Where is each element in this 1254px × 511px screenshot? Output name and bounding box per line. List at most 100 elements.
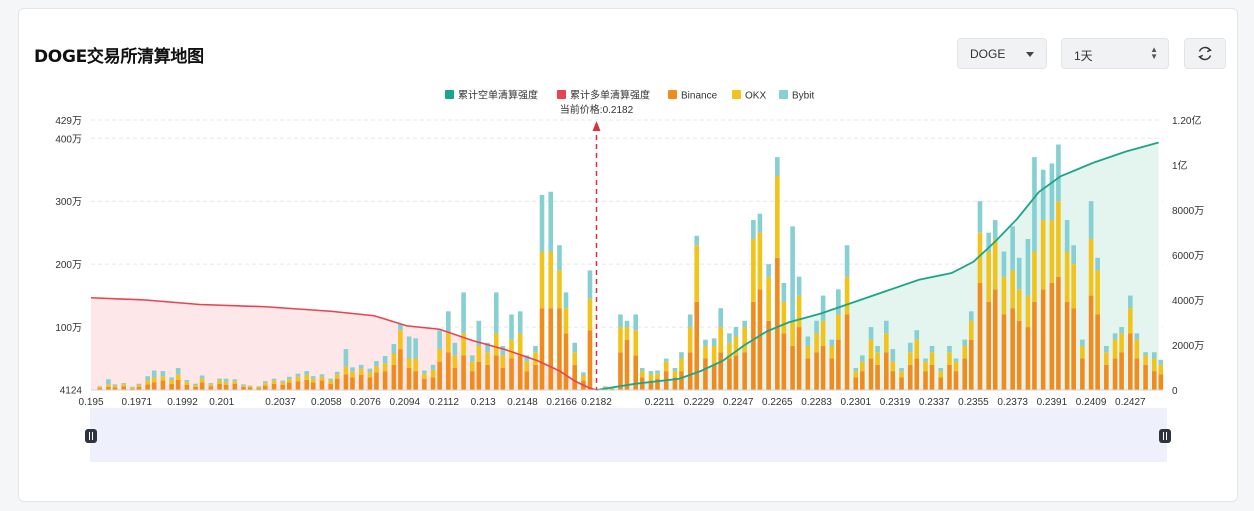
bar-bybit (581, 372, 586, 376)
bar-binance (461, 355, 466, 390)
bar-bybit (548, 191, 554, 252)
bar-binance (711, 364, 717, 390)
bar-binance (145, 384, 150, 390)
bar-binance (790, 345, 795, 390)
current-price-arrow (592, 121, 601, 131)
bar-binance (334, 378, 340, 390)
bar-okx (694, 245, 700, 302)
bar-okx (422, 373, 427, 379)
bar-okx (986, 251, 991, 302)
bar-binance (446, 352, 451, 390)
bar-binance (679, 371, 684, 390)
bar-bybit (485, 342, 490, 353)
bar-binance (199, 382, 205, 390)
bar-okx (805, 345, 811, 359)
bar-okx (280, 382, 286, 385)
bar-okx (733, 336, 739, 356)
bar-binance (694, 301, 700, 390)
bar-okx (1032, 251, 1037, 302)
bar-bybit (208, 383, 214, 385)
bar-okx (814, 333, 819, 353)
bar-binance (193, 386, 198, 390)
x-tick-label: 0.2182 (581, 397, 612, 408)
bar-bybit (539, 194, 545, 252)
x-tick-label: 0.2112 (429, 397, 459, 408)
bar-binance (766, 320, 771, 390)
zoom-slider-handle[interactable] (85, 429, 97, 443)
bar-binance (343, 374, 349, 390)
bar-okx (907, 352, 913, 365)
bar-bybit (1104, 345, 1109, 353)
bar-binance (517, 355, 523, 390)
bar-bybit (757, 213, 763, 233)
bar-okx (938, 371, 944, 378)
bar-okx (718, 327, 723, 353)
bar-okx (679, 358, 684, 372)
bar-bybit (406, 336, 412, 359)
refresh-button[interactable] (1184, 38, 1226, 69)
bar-binance (890, 371, 896, 390)
cumulative-lines (90, 141, 1159, 391)
bar-okx (1064, 251, 1070, 302)
bar-bybit (374, 361, 379, 367)
bar-bybit (655, 370, 660, 374)
bar-bybit (413, 338, 418, 359)
bar-binance (860, 371, 865, 390)
bar-bybit (247, 385, 253, 387)
bar-bybit (452, 342, 458, 356)
bar-okx (367, 372, 373, 378)
bar-binance (868, 358, 874, 390)
bar-binance (241, 386, 246, 390)
legend-swatch (779, 90, 788, 99)
bar-binance (820, 345, 826, 390)
bar-binance (648, 380, 654, 390)
x-tick-label: 0.2265 (762, 397, 793, 408)
bar-okx (655, 373, 660, 379)
bar-okx (1151, 358, 1157, 372)
bar-okx (437, 349, 442, 362)
bar-bybit (97, 386, 103, 387)
bar-binance (875, 364, 880, 390)
bar-bybit (805, 336, 811, 346)
bar-bybit (193, 383, 198, 385)
bar-bybit (304, 371, 310, 375)
bar-bybit (977, 201, 983, 233)
x-tick-label: 0.2211 (645, 397, 675, 408)
bar-okx (639, 371, 645, 378)
bar-okx (271, 380, 277, 384)
bar-okx (820, 320, 826, 346)
bar-bybit (679, 352, 684, 359)
bar-bybit (687, 314, 693, 328)
bar-bybit (663, 358, 669, 362)
bar-bybit (422, 370, 427, 374)
bar-binance (493, 355, 499, 390)
bar-bybit (437, 330, 442, 350)
bar-binance (413, 371, 418, 390)
bar-binance (718, 352, 723, 390)
bar-binance (938, 377, 944, 390)
bar-okx (476, 345, 482, 362)
bar-okx (853, 371, 859, 378)
coin-select[interactable]: DOGE (957, 38, 1047, 69)
bar-binance (286, 382, 292, 390)
bar-bybit (633, 314, 639, 331)
bar-binance (781, 333, 787, 390)
zoom-slider-handle[interactable] (1159, 429, 1171, 443)
bar-binance (1119, 352, 1124, 390)
bar-bybit (733, 327, 739, 337)
bar-bybit (1071, 245, 1076, 265)
legend-label: 累计空单清算强度 (458, 89, 538, 102)
bar-binance (295, 381, 301, 390)
period-select[interactable]: 1天 ▲ ▼ (1061, 38, 1169, 69)
bar-bybit (112, 384, 118, 386)
bar-bybit (875, 345, 880, 353)
bar-okx (1158, 364, 1164, 375)
bar-okx (914, 339, 920, 359)
bar-bybit (476, 320, 482, 346)
bar-okx (328, 380, 333, 384)
bar-binance (452, 367, 458, 390)
bar-bybit (328, 378, 333, 381)
bar-binance (899, 377, 904, 390)
bar-binance (328, 383, 333, 390)
